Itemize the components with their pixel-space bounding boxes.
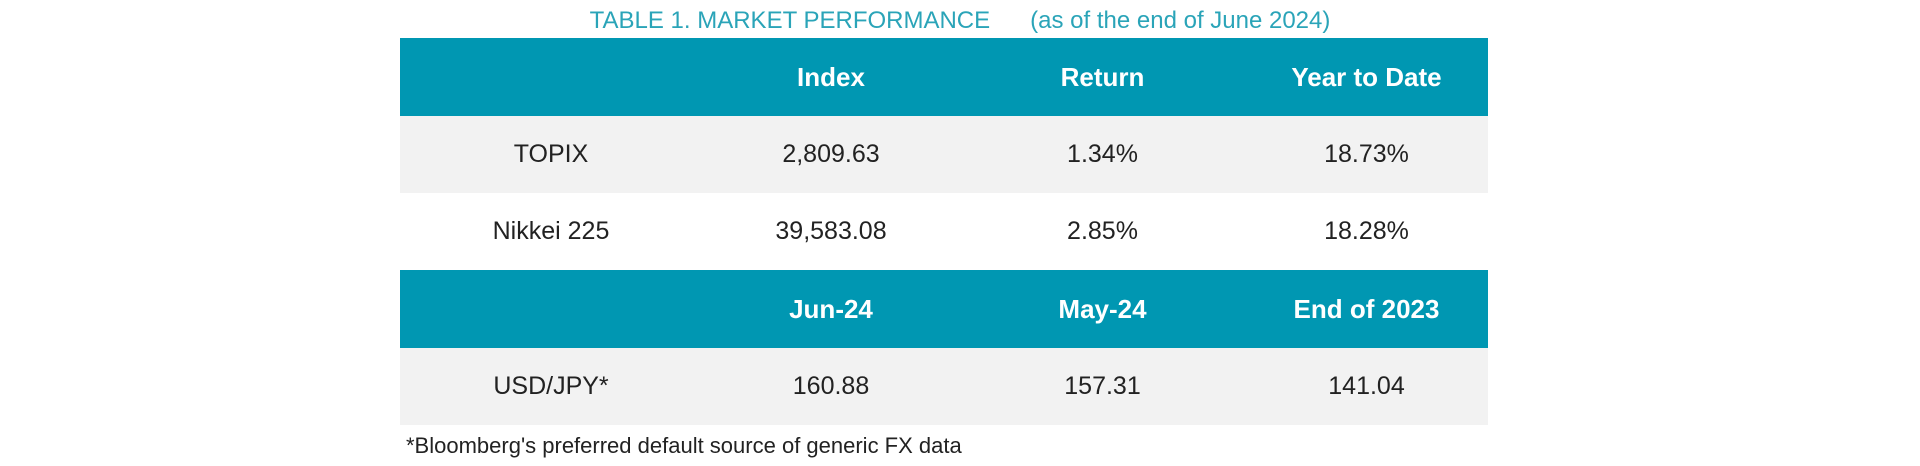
table-row-nikkei: Nikkei 225 39,583.08 2.85% 18.28% (400, 193, 1488, 270)
table-cell: 2.85% (960, 193, 1245, 270)
header-row-indices: Index Return Year to Date (400, 38, 1488, 116)
row-label: USD/JPY* (400, 348, 702, 425)
table-cell: 39,583.08 (702, 193, 960, 270)
table-cell: 157.31 (960, 348, 1245, 425)
table-row-usdjpy: USD/JPY* 160.88 157.31 141.04 (400, 348, 1488, 425)
table-cell: 160.88 (702, 348, 960, 425)
header-cell-index: Index (702, 38, 960, 116)
table-subtitle: (as of the end of June 2024) (1030, 7, 1331, 34)
table-cell: 141.04 (1245, 348, 1488, 425)
header-cell-end-2023: End of 2023 (1245, 270, 1488, 348)
table-cell: 18.28% (1245, 193, 1488, 270)
table-caption: TABLE 1. MARKET PERFORMANCE (as of the en… (0, 4, 1920, 38)
table-title: TABLE 1. MARKET PERFORMANCE (589, 7, 991, 34)
table-row-topix: TOPIX 2,809.63 1.34% 18.73% (400, 116, 1488, 193)
header-cell (400, 270, 702, 348)
header-cell-ytd: Year to Date (1245, 38, 1488, 116)
header-row-fx: Jun-24 May-24 End of 2023 (400, 270, 1488, 348)
header-cell (400, 38, 702, 116)
header-cell-jun: Jun-24 (702, 270, 960, 348)
header-cell-return: Return (960, 38, 1245, 116)
table-cell: 18.73% (1245, 116, 1488, 193)
footnote: *Bloomberg's preferred default source of… (406, 433, 962, 458)
header-cell-may: May-24 (960, 270, 1245, 348)
row-label: TOPIX (400, 116, 702, 193)
table-cell: 2,809.63 (702, 116, 960, 193)
market-performance-table: Index Return Year to Date TOPIX 2,809.63… (400, 38, 1488, 425)
row-label: Nikkei 225 (400, 193, 702, 270)
table-cell: 1.34% (960, 116, 1245, 193)
